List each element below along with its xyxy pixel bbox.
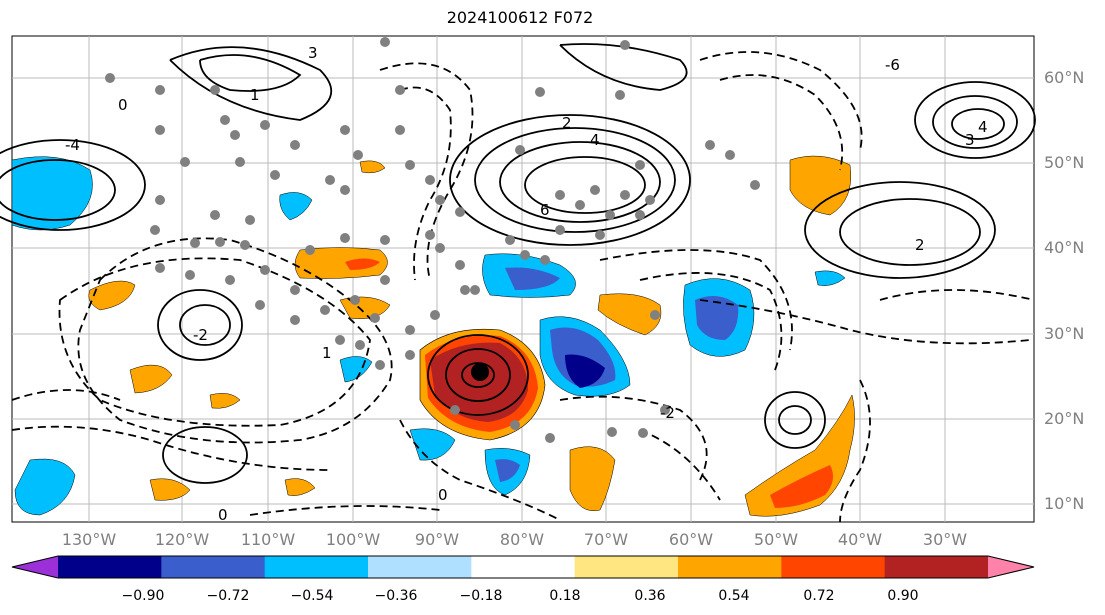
contour-label: 4 [590, 131, 600, 149]
colorbar [11, 555, 1035, 579]
colorbar-tick-label: 0.72 [803, 588, 834, 604]
lon-label: 50°W [754, 530, 798, 549]
lon-label: 80°W [500, 530, 544, 549]
contour-label: -6 [885, 56, 900, 74]
colorbar-extend-high [988, 556, 1034, 578]
contour-labels-group: 0 -4 3 1 4 2 6 4 3 2 -6 0 0 -2 -2 1 [65, 44, 988, 524]
contour-label: 1 [322, 344, 332, 362]
contour-label: 6 [540, 201, 550, 219]
colorbar-outline [11, 555, 1035, 579]
colorbar-segment [368, 556, 472, 578]
colorbar-tick-label: −0.90 [122, 588, 165, 604]
contour-label: -2 [660, 404, 675, 422]
lat-label: 20°N [1044, 409, 1084, 428]
colorbar-tick-label: −0.54 [291, 588, 334, 604]
colorbar-segment [58, 556, 162, 578]
lon-label: 110°W [241, 530, 296, 549]
colorbar-segment [264, 556, 369, 578]
latitude-labels: 60°N 50°N 40°N 30°N 20°N 10°N [1044, 68, 1084, 513]
contour-label: 3 [965, 131, 975, 149]
lon-label: 40°W [838, 530, 882, 549]
lat-label: 30°N [1044, 324, 1084, 343]
colorbar-segment [678, 556, 782, 578]
lon-label: 90°W [415, 530, 459, 549]
colorbar-tick-label: −0.72 [207, 588, 250, 604]
lat-label: 10°N [1044, 494, 1084, 513]
contour-label: 2 [562, 114, 572, 132]
colorbar-tick-label: 0.36 [634, 588, 665, 604]
colorbar-extend-low [12, 556, 58, 578]
colorbar-segment [471, 556, 576, 578]
contour-label: 1 [250, 86, 260, 104]
lon-label: 120°W [155, 530, 210, 549]
contour-label: -2 [193, 326, 208, 344]
contour-label: 3 [308, 44, 318, 62]
longitude-labels: 130°W 120°W 110°W 100°W 90°W 80°W 70°W 6… [62, 530, 967, 549]
contour-label: 0 [438, 486, 448, 504]
contour-label: 2 [915, 236, 925, 254]
colorbar-tick-label: −0.18 [460, 588, 503, 604]
lon-label: 30°W [923, 530, 967, 549]
contour-label: 0 [118, 96, 128, 114]
lon-label: 130°W [62, 530, 117, 549]
contour-label: -4 [65, 136, 80, 154]
lat-label: 60°N [1044, 68, 1084, 87]
lon-label: 60°W [669, 530, 713, 549]
negative-contours [11, 51, 1035, 523]
lat-label: 40°N [1044, 238, 1084, 257]
colorbar-segment [781, 556, 886, 578]
contour-label: 4 [978, 118, 988, 136]
colorbar-segment [574, 556, 679, 578]
colorbar-tick-label: 0.18 [549, 588, 580, 604]
observation-dots [105, 37, 760, 443]
colorbar-tick-label: 0.90 [887, 588, 918, 604]
lon-label: 100°W [326, 530, 381, 549]
colorbar-segment [161, 556, 266, 578]
anomaly-fills [11, 155, 855, 517]
colorbar-tick-label: −0.36 [375, 588, 418, 604]
height-contours [0, 43, 1036, 484]
colorbar-labels: −0.90 −0.72 −0.54 −0.36 −0.18 0.18 0.36 … [122, 588, 919, 604]
contour-label: 0 [218, 506, 228, 524]
colorbar-tick-label: 0.54 [718, 588, 749, 604]
storm-center-marker [471, 363, 489, 381]
lat-label: 50°N [1044, 153, 1084, 172]
colorbar-segment [884, 556, 989, 578]
map-title: 2024100612 F072 [446, 8, 594, 27]
lon-label: 70°W [584, 530, 628, 549]
